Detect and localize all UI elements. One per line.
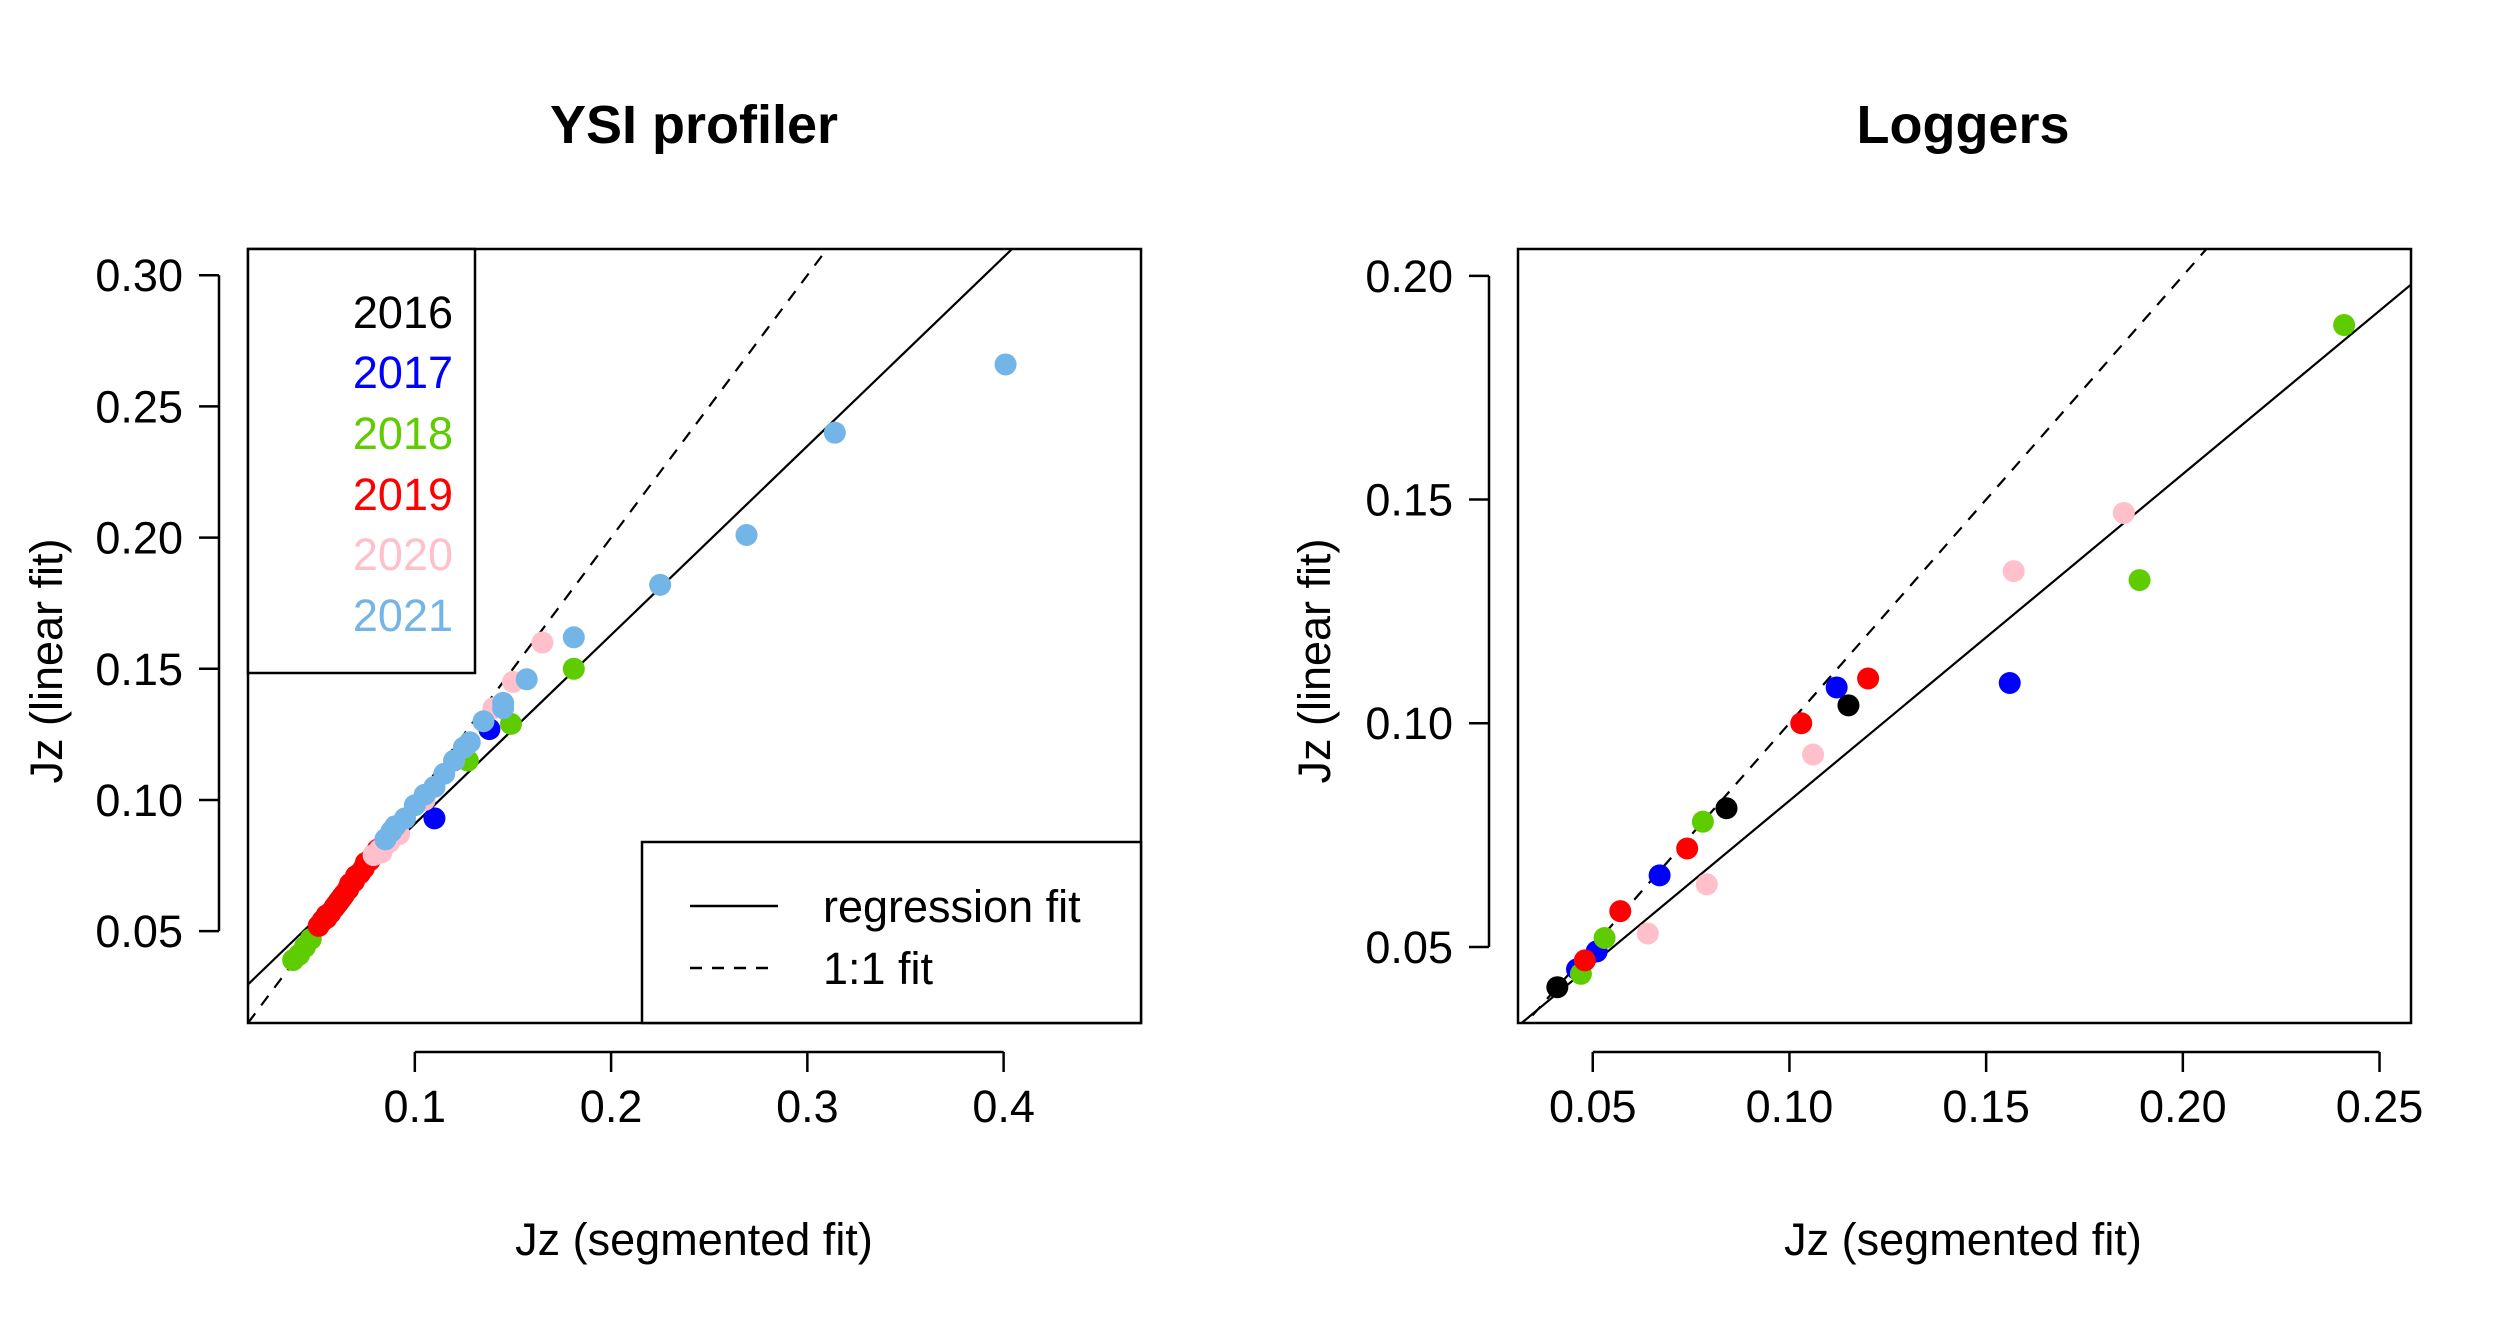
x-tick-label: 0.20 bbox=[2139, 1081, 2227, 1132]
x-tick-label: 0.25 bbox=[2336, 1081, 2424, 1132]
year-legend-box bbox=[246, 247, 477, 675]
x-tick-label: 0.15 bbox=[1942, 1081, 2030, 1132]
x-tick-label: 0.4 bbox=[972, 1081, 1035, 1132]
y-axis-label: Jz (linear fit) bbox=[21, 538, 72, 783]
y-tick-label: 0.05 bbox=[1365, 922, 1453, 973]
data-point-2021 bbox=[823, 421, 846, 444]
line-legend-box bbox=[640, 840, 1143, 1025]
data-point-2016 bbox=[1546, 976, 1569, 999]
data-point-2019 bbox=[1676, 837, 1699, 860]
data-point-2018 bbox=[2333, 314, 2356, 337]
data-point-2017 bbox=[423, 807, 446, 830]
loggers-panel: Loggers Jz (segmented fit) Jz (linear fi… bbox=[1289, 95, 2424, 1265]
data-point-2019 bbox=[1573, 949, 1596, 972]
x-axis-ticks: 0.05 0.10 0.15 0.20 0.25 bbox=[1549, 1050, 2424, 1132]
data-point-2018 bbox=[1691, 810, 1714, 833]
data-point-2019 bbox=[1790, 712, 1813, 735]
legend-label-identity-fit: 1:1 fit bbox=[823, 943, 934, 994]
data-point-2019 bbox=[1857, 667, 1880, 690]
y-tick-label: 0.10 bbox=[95, 775, 183, 826]
data-points bbox=[1546, 314, 2356, 999]
data-point-2021 bbox=[472, 710, 495, 733]
y-tick-label: 0.15 bbox=[1365, 475, 1453, 526]
y-tick-label: 0.05 bbox=[95, 906, 183, 957]
data-point-2020 bbox=[2002, 560, 2025, 583]
data-point-2020 bbox=[2112, 501, 2135, 524]
legend-label-2017: 2017 bbox=[353, 347, 453, 398]
data-point-2020 bbox=[1695, 873, 1718, 896]
y-tick-label: 0.20 bbox=[95, 513, 183, 564]
identity-line bbox=[1524, 249, 2208, 1023]
y-tick-label: 0.25 bbox=[95, 381, 183, 432]
data-point-2018 bbox=[562, 657, 585, 680]
data-point-2021 bbox=[994, 353, 1017, 376]
data-point-2021 bbox=[458, 731, 481, 754]
chart-title: YSI profiler bbox=[550, 95, 838, 155]
y-axis-ticks: 0.05 0.10 0.15 0.20 bbox=[1365, 251, 1491, 973]
legend-label-2019: 2019 bbox=[353, 469, 453, 520]
legend-label-2020: 2020 bbox=[353, 529, 453, 580]
legend-label-2021: 2021 bbox=[353, 590, 453, 641]
x-axis-label: Jz (segmented fit) bbox=[1784, 1214, 2142, 1265]
plot-area bbox=[1519, 249, 2411, 1023]
chart-title: Loggers bbox=[1856, 95, 2069, 155]
plot-frame bbox=[1516, 247, 2413, 1025]
year-legend: 2016 2017 2018 2019 2020 2021 bbox=[246, 247, 477, 675]
y-tick-label: 0.15 bbox=[95, 644, 183, 695]
data-point-2018 bbox=[1593, 926, 1616, 949]
y-axis-label: Jz (linear fit) bbox=[1289, 538, 1340, 783]
x-axis-ticks: 0.1 0.2 0.3 0.4 bbox=[384, 1050, 1035, 1132]
legend-label-regression-fit: regression fit bbox=[823, 881, 1081, 932]
data-point-2020 bbox=[1802, 743, 1825, 766]
x-tick-label: 0.1 bbox=[384, 1081, 447, 1132]
data-point-2021 bbox=[649, 573, 672, 596]
data-point-2016 bbox=[1715, 797, 1738, 820]
regression-line bbox=[1519, 283, 2411, 1023]
data-point-2017 bbox=[1825, 676, 1848, 699]
x-tick-label: 0.10 bbox=[1746, 1081, 1834, 1132]
x-axis-label: Jz (segmented fit) bbox=[515, 1214, 873, 1265]
data-point-2021 bbox=[562, 626, 585, 649]
data-point-2019 bbox=[1609, 900, 1632, 923]
data-point-2017 bbox=[1648, 864, 1671, 887]
plot-area bbox=[248, 249, 1017, 1023]
data-point-2021 bbox=[515, 668, 538, 691]
legend-label-2018: 2018 bbox=[353, 408, 453, 459]
data-point-2021 bbox=[735, 523, 758, 546]
data-point-2019 bbox=[315, 904, 338, 927]
ysi-profiler-panel: YSI profiler Jz (segmented fit) Jz (line… bbox=[21, 95, 1143, 1265]
data-point-2018 bbox=[2128, 569, 2151, 592]
y-tick-label: 0.10 bbox=[1365, 698, 1453, 749]
x-tick-label: 0.2 bbox=[580, 1081, 643, 1132]
y-tick-label: 0.30 bbox=[95, 250, 183, 301]
line-legend: regression fit 1:1 fit bbox=[640, 840, 1143, 1025]
x-tick-label: 0.05 bbox=[1549, 1081, 1637, 1132]
data-point-2017 bbox=[1998, 671, 2021, 694]
data-point-2020 bbox=[1636, 922, 1659, 945]
y-axis-ticks: 0.05 0.10 0.15 0.20 0.25 0.30 bbox=[95, 250, 221, 957]
x-tick-label: 0.3 bbox=[776, 1081, 839, 1132]
data-point-2020 bbox=[531, 631, 554, 654]
data-point-2021 bbox=[492, 691, 515, 714]
data-points bbox=[282, 353, 1017, 972]
fit-lines bbox=[1519, 249, 2411, 1023]
data-point-2016 bbox=[1837, 694, 1860, 717]
legend-label-2016: 2016 bbox=[353, 287, 453, 338]
y-tick-label: 0.20 bbox=[1365, 251, 1453, 302]
